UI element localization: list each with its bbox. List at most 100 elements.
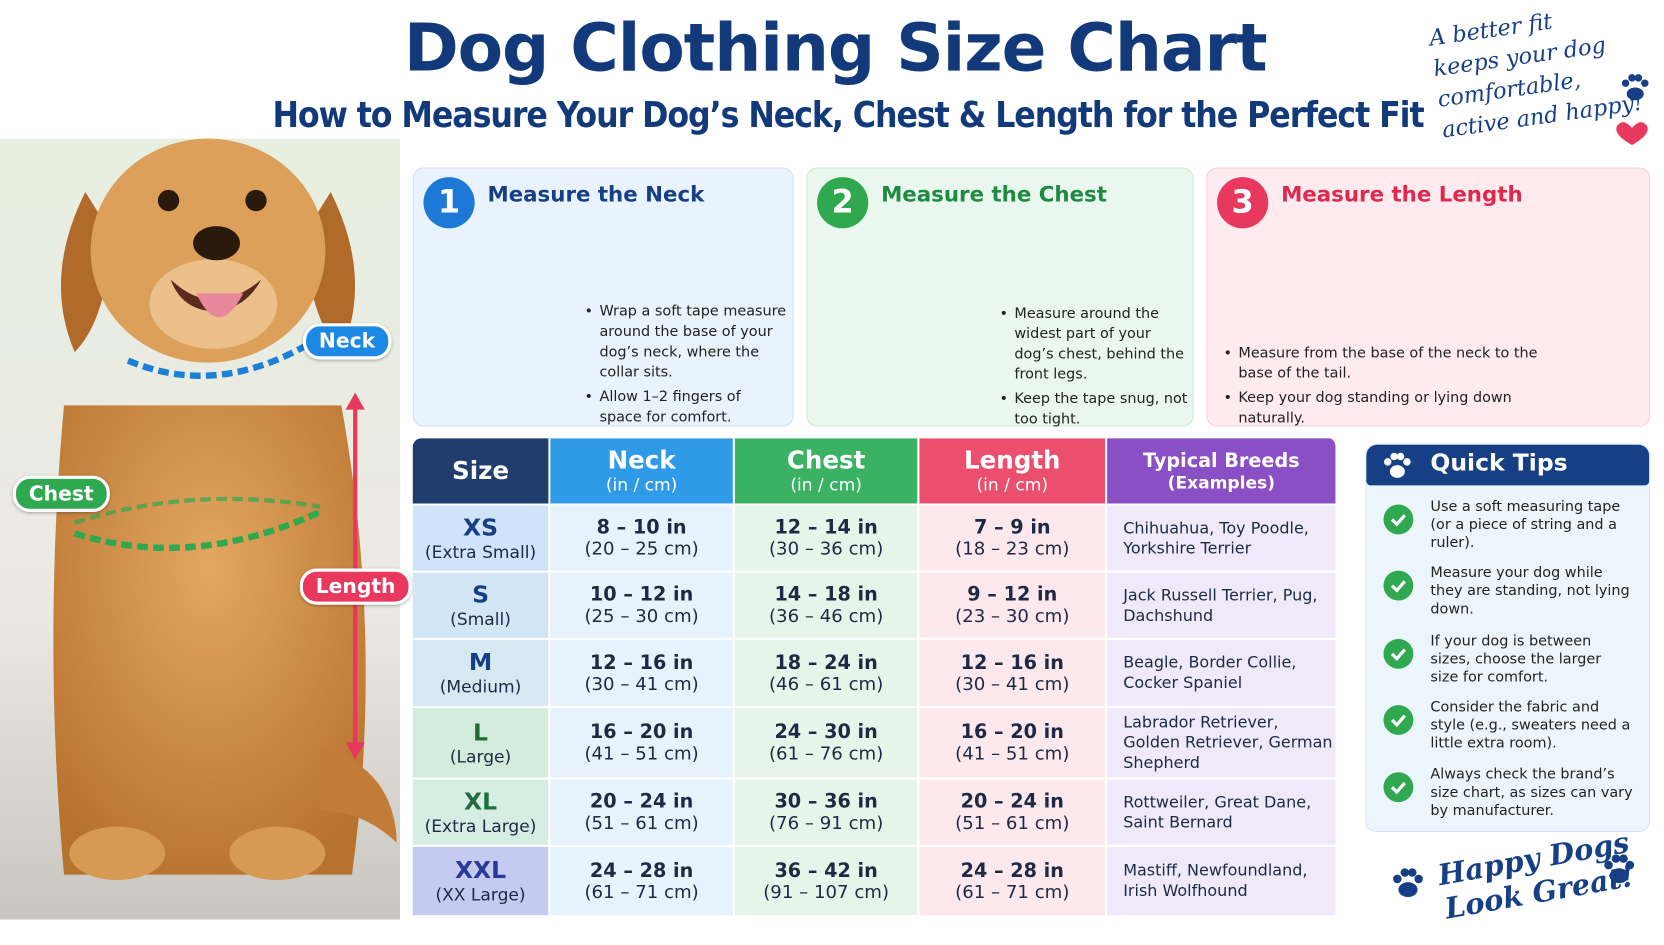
step-card xyxy=(412,167,794,427)
measure-in: 24 – 28 in xyxy=(960,859,1064,882)
measure-cm: (23 – 30 cm) xyxy=(955,605,1070,628)
header-unit: (Examples) xyxy=(1167,472,1276,493)
table-cell: 14 – 18 in (36 – 46 cm) xyxy=(734,572,920,641)
measure-in: 18 – 24 in xyxy=(774,651,878,674)
size-name: (XX Large) xyxy=(435,884,526,905)
step-bullets: Wrap a soft tape measure around the base… xyxy=(585,302,788,432)
measure-in: 20 – 24 in xyxy=(589,790,694,813)
size-name: (Large) xyxy=(449,746,512,767)
step-bullet: Measure around the widest part of your d… xyxy=(999,304,1189,385)
measure-in: 30 – 36 in xyxy=(774,790,878,813)
header-title: Size xyxy=(452,457,510,485)
check-icon xyxy=(1383,772,1414,803)
tip-text: If your dog is between sizes, choose the… xyxy=(1430,632,1602,686)
measure-cm: (51 – 61 cm) xyxy=(955,812,1070,835)
table-cell: L (Large) xyxy=(412,708,551,780)
tip-text: Measure your dog while they are standing… xyxy=(1430,564,1630,618)
breeds: Mastiff, Newfoundland, Irish Wolfhound xyxy=(1123,860,1308,901)
size-name: (Medium) xyxy=(439,676,522,697)
measure-cm: (20 – 25 cm) xyxy=(584,538,699,561)
measure-cm: (61 – 76 cm) xyxy=(768,743,884,765)
table-cell: 9 – 12 in (23 – 30 cm) xyxy=(919,572,1108,641)
table-cell: Beagle, Border Collie, Cocker Spaniel xyxy=(1107,640,1338,709)
subtitle: How to Measure Your Dog’s Neck, Chest & … xyxy=(272,93,1424,136)
header-title: Neck xyxy=(607,446,676,475)
measure-cm: (30 – 41 cm) xyxy=(955,673,1070,695)
table-cell: 36 – 42 in (91 – 107 cm) xyxy=(734,846,920,918)
measure-cm: (18 – 23 cm) xyxy=(955,538,1070,561)
measure-in: 14 – 18 in xyxy=(774,583,878,606)
size-code: XL xyxy=(464,788,498,816)
table-cell: Jack Russell Terrier, Pug, Dachshund xyxy=(1107,572,1338,641)
measure-in: 20 – 24 in xyxy=(960,790,1064,813)
measure-in: 10 – 12 in xyxy=(589,583,694,606)
header-cell: Neck (in / cm) xyxy=(550,438,735,506)
measure-cm: (46 – 61 cm) xyxy=(768,673,884,695)
table-cell: 20 – 24 in (51 – 61 cm) xyxy=(550,779,735,847)
step-title: Measure the Neck xyxy=(487,181,705,207)
paw-icon xyxy=(1384,452,1411,478)
size-code: S xyxy=(472,581,489,609)
size-code: M xyxy=(468,649,493,677)
header-title: Typical Breeds xyxy=(1143,449,1300,473)
size-code: XS xyxy=(463,514,499,542)
title: Dog Clothing Size Chart xyxy=(403,8,1268,87)
size-name: (Extra Large) xyxy=(424,815,537,836)
table-cell: 12 – 14 in (30 – 36 cm) xyxy=(734,505,920,573)
table-cell: 24 – 28 in (61 – 71 cm) xyxy=(550,846,735,918)
header-cell: Typical Breeds (Examples) xyxy=(1107,438,1338,506)
check-mark xyxy=(1390,714,1407,728)
tip-text: Always check the brand’s size chart, as … xyxy=(1430,765,1633,820)
table-cell: Chihuahua, Toy Poodle, Yorkshire Terrier xyxy=(1107,505,1338,573)
table-cell: 18 – 24 in (46 – 61 cm) xyxy=(734,640,920,709)
length-label: Length xyxy=(299,568,412,605)
breeds: Chihuahua, Toy Poodle, Yorkshire Terrier xyxy=(1123,517,1309,558)
step-bullet: Measure from the base of the neck to the… xyxy=(1223,343,1543,384)
breeds: Jack Russell Terrier, Pug, Dachshund xyxy=(1123,585,1318,625)
measure-cm: (76 – 91 cm) xyxy=(768,812,884,835)
step-bullet: Allow 1–2 fingers of space for comfort. xyxy=(585,387,788,428)
chest-label: Chest xyxy=(12,475,110,513)
table-cell: 8 – 10 in (20 – 25 cm) xyxy=(550,505,735,573)
table-cell: Mastiff, Newfoundland, Irish Wolfhound xyxy=(1107,846,1338,918)
neck-label: Neck xyxy=(302,323,392,360)
size-name: (Small) xyxy=(450,608,511,629)
tip-text: Consider the fabric and style (e.g., swe… xyxy=(1430,698,1631,753)
size-code: L xyxy=(473,719,489,747)
header-unit: (in / cm) xyxy=(605,474,678,495)
measure-in: 9 – 12 in xyxy=(967,583,1058,606)
table-cell: 10 – 12 in (25 – 30 cm) xyxy=(550,572,735,641)
step-bullets: Measure from the base of the neck to the… xyxy=(1223,343,1543,433)
measure-in: 12 – 16 in xyxy=(589,651,694,674)
measure-cm: (30 – 36 cm) xyxy=(768,538,884,561)
table-cell: XS (Extra Small) xyxy=(412,505,551,573)
breeds: Beagle, Border Collie, Cocker Spaniel xyxy=(1123,652,1297,693)
measure-in: 24 – 30 in xyxy=(774,721,878,744)
tip-text: Use a soft measuring tape (or a piece of… xyxy=(1430,498,1621,552)
table-cell: S (Small) xyxy=(412,572,551,641)
step-number: 1 xyxy=(423,177,475,229)
header-unit: (in / cm) xyxy=(790,474,862,495)
measure-cm: (61 – 71 cm) xyxy=(955,881,1070,903)
check-icon xyxy=(1383,504,1414,535)
measure-cm: (25 – 30 cm) xyxy=(584,605,699,628)
tips-title: Quick Tips xyxy=(1430,450,1568,477)
measure-in: 7 – 9 in xyxy=(973,516,1051,539)
measure-in: 8 – 10 in xyxy=(596,516,687,539)
size-code: XXL xyxy=(454,857,507,885)
measure-cm: (36 – 46 cm) xyxy=(768,605,884,628)
table-cell: 16 – 20 in (41 – 51 cm) xyxy=(550,708,735,780)
step-bullet: Keep the tape snug, not too tight. xyxy=(999,389,1189,430)
check-mark xyxy=(1390,580,1407,593)
step-bullets: Measure around the widest part of your d… xyxy=(999,304,1189,434)
breeds: Rottweiler, Great Dane, Saint Bernard xyxy=(1123,792,1312,832)
check-mark xyxy=(1390,648,1407,662)
step-number: 2 xyxy=(817,177,869,229)
step-bullet: Keep your dog standing or lying down nat… xyxy=(1223,388,1543,429)
table-cell: M (Medium) xyxy=(412,640,551,709)
table-cell: 12 – 16 in (30 – 41 cm) xyxy=(550,640,735,709)
table-cell: 16 – 20 in (41 – 51 cm) xyxy=(919,708,1108,780)
header-title: Chest xyxy=(786,446,866,475)
measure-cm: (91 – 107 cm) xyxy=(763,881,890,903)
header-title: Length xyxy=(964,446,1061,475)
